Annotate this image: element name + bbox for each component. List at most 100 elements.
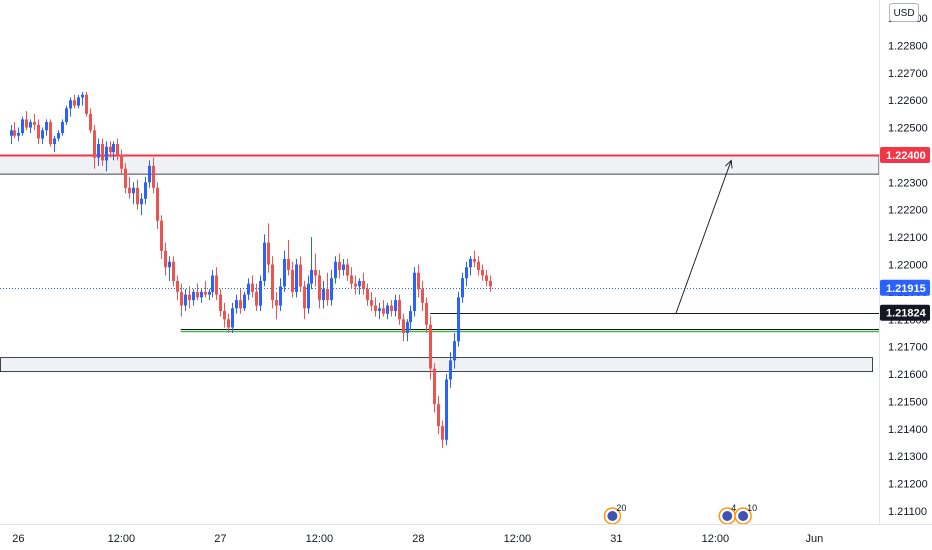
event-marker[interactable]: 20	[603, 503, 626, 525]
candle-body	[318, 275, 321, 301]
projection-arrow-head	[725, 159, 733, 169]
time-axis[interactable]: 26 12:00 27 12:00 28 12:00 31 12:00 Jun	[12, 533, 823, 545]
price-label-text: 1.21915	[886, 283, 926, 295]
candle-body	[219, 294, 222, 312]
candle-body	[200, 291, 203, 298]
candle-body	[295, 264, 298, 292]
candles-layer	[10, 91, 492, 449]
candle-body	[485, 275, 488, 281]
candle-body	[105, 146, 108, 161]
price-label-text: 1.21824	[886, 308, 927, 320]
candle-body	[176, 280, 179, 292]
candle-body	[21, 119, 24, 134]
time-tick-label: 12:00	[306, 533, 334, 545]
lines-layer	[0, 154, 879, 333]
candle-body	[81, 94, 84, 98]
price-tick-label: 1.22500	[888, 123, 928, 135]
candle-body	[406, 322, 409, 333]
candle-body	[251, 283, 254, 292]
currency-badge[interactable]: USD	[889, 3, 919, 22]
time-tick-label: Jun	[806, 533, 824, 545]
event-marker[interactable]: 10	[734, 503, 757, 525]
zone-box	[0, 357, 873, 373]
price-label-badge	[880, 146, 930, 163]
candle-body	[180, 291, 183, 306]
price-labels-layer: 1.22400 1.21824 1.21915	[880, 146, 930, 321]
price-axis[interactable]: 1.229001.228001.227001.226001.225001.224…	[888, 13, 928, 518]
candle-body	[457, 297, 460, 342]
candle-body	[283, 259, 286, 287]
candle-body	[215, 275, 218, 295]
event-marker-count: 20	[616, 503, 626, 513]
candle-body	[481, 269, 484, 276]
candle-body	[247, 283, 250, 295]
candle-body	[184, 294, 187, 306]
candle-body	[97, 143, 100, 158]
candle-body	[109, 146, 112, 153]
event-marker[interactable]: 4	[718, 503, 736, 525]
candle-body	[208, 291, 211, 295]
price-tick-label: 1.21500	[888, 396, 928, 408]
projection-arrow-line	[675, 160, 732, 314]
price-tick-label: 1.22100	[888, 232, 928, 244]
candle-body	[477, 261, 480, 270]
candle-body	[53, 138, 56, 144]
candle-body	[489, 280, 492, 287]
candle-body	[204, 291, 207, 295]
price-tick-label: 1.22600	[888, 95, 928, 107]
candle-body	[310, 269, 313, 284]
price-tick-label: 1.22000	[888, 260, 928, 272]
candle-body	[10, 130, 13, 136]
price-tick-label: 1.22700	[888, 68, 928, 80]
candle-body	[449, 360, 452, 380]
candle-body	[322, 289, 325, 301]
candle-body	[433, 368, 436, 405]
candle-body	[17, 133, 20, 136]
candle-body	[366, 289, 369, 301]
candle-body	[307, 283, 310, 309]
candle-body	[235, 300, 238, 309]
candle-body	[77, 97, 80, 106]
price-label-badge	[880, 279, 930, 296]
candle-body	[49, 122, 52, 144]
candle-body	[239, 300, 242, 309]
candle-body	[41, 130, 44, 139]
candle-body	[243, 294, 246, 309]
candle-body	[374, 305, 377, 312]
candle-body	[227, 319, 230, 328]
candle-body	[326, 289, 329, 301]
candle-body	[469, 259, 472, 268]
time-tick-label: 27	[214, 533, 226, 545]
time-tick-label: 31	[610, 533, 622, 545]
candle-body	[259, 280, 262, 306]
time-tick-label: 12:00	[108, 533, 136, 545]
candle-body	[358, 280, 361, 287]
price-label-badge	[880, 304, 930, 321]
candle-body	[334, 261, 337, 279]
candle-body	[61, 122, 64, 134]
candle-body	[152, 165, 155, 188]
candle-body	[37, 124, 40, 139]
candle-body	[13, 130, 16, 136]
candle-body	[275, 300, 278, 306]
candle-body	[402, 319, 405, 333]
candle-body	[148, 165, 151, 183]
event-marker-count: 4	[731, 503, 736, 513]
candle-body	[362, 280, 365, 290]
candle-body	[128, 187, 131, 194]
currency-badge-frame	[889, 3, 919, 22]
candle-body	[168, 261, 171, 268]
candle-body	[267, 242, 270, 265]
candle-body	[85, 94, 88, 114]
candle-body	[255, 291, 258, 306]
candle-body	[394, 300, 397, 312]
candle-body	[124, 168, 127, 188]
candle-body	[196, 291, 199, 298]
currency-label: USD	[893, 8, 914, 19]
time-tick-label: 26	[12, 533, 24, 545]
candle-body	[465, 267, 468, 279]
candle-body	[164, 250, 167, 268]
price-tick-label: 1.22800	[888, 40, 928, 52]
price-tick-label: 1.21200	[888, 479, 928, 491]
